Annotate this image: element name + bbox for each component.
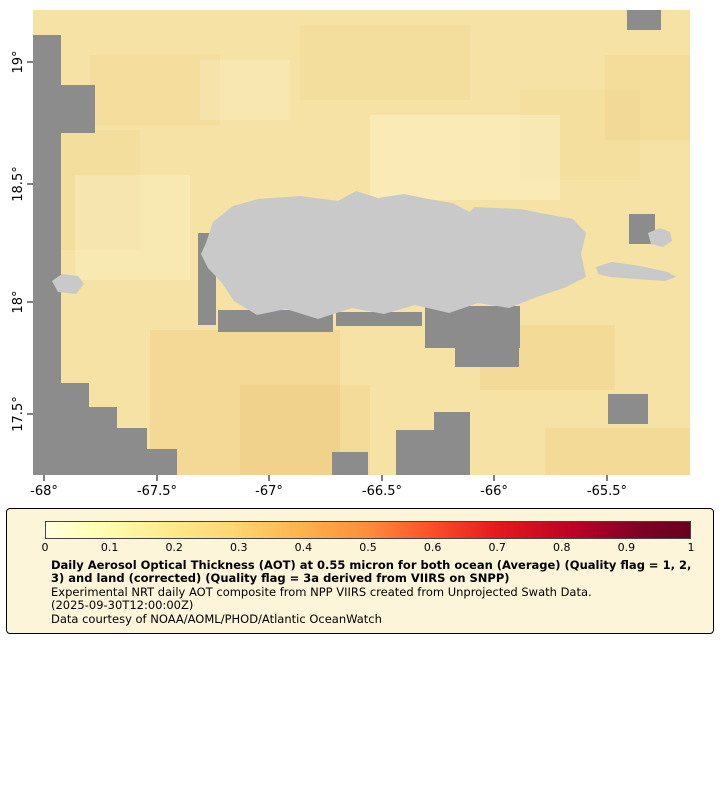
aot-map: -68° -67.5° -67° -66.5° -66° -65.5° 19° 18.5° 18… bbox=[11, 10, 690, 499]
y-tick-label: 18.5° bbox=[11, 166, 26, 201]
aot-texture-patch bbox=[300, 25, 470, 100]
colorbar-tick-label: 1 bbox=[687, 541, 695, 554]
nodata-patch bbox=[61, 383, 89, 475]
island-vieques bbox=[596, 262, 676, 281]
legend-subtitle: Experimental NRT daily AOT composite fro… bbox=[51, 584, 592, 599]
colorbar-tick-label: 0.9 bbox=[617, 541, 636, 554]
aot-texture-patch bbox=[75, 175, 190, 280]
legend-timestamp: (2025-09-30T12:00:00Z) bbox=[51, 598, 194, 613]
colorbar-tick-label: 0.8 bbox=[553, 541, 571, 554]
legend-title: Daily Aerosol Optical Thickness (AOT) at… bbox=[51, 558, 692, 586]
island-puerto-rico bbox=[201, 191, 586, 319]
colorbar-tick-label: 0.2 bbox=[165, 541, 183, 554]
colorbar-tick-label: 0.1 bbox=[100, 541, 119, 554]
x-tick-label: -67° bbox=[255, 484, 283, 499]
nodata-patch bbox=[455, 345, 519, 367]
y-tick-label: 18° bbox=[11, 290, 26, 313]
island-culebra bbox=[648, 228, 672, 247]
aot-texture-patch bbox=[60, 130, 140, 250]
legend-panel: 0 0.1 0.2 0.3 0.4 0.5 0.6 0.7 0.8 0.9 1 Daily Aero… bbox=[6, 508, 714, 634]
aot-texture-patch bbox=[605, 55, 690, 140]
nodata-patch bbox=[608, 394, 648, 424]
nodata-patch bbox=[425, 306, 520, 348]
colorbar bbox=[45, 521, 691, 539]
nodata-patch bbox=[332, 452, 368, 475]
nodata-patch bbox=[89, 407, 117, 475]
nodata-patch bbox=[117, 428, 147, 475]
colorbar-tick-label: 0.4 bbox=[294, 541, 313, 554]
nodata-patch bbox=[336, 312, 422, 326]
colorbar-tick-label: 0.3 bbox=[230, 541, 248, 554]
x-tick-label: -68° bbox=[30, 484, 58, 499]
colorbar-ticks: 0 0.1 0.2 0.3 0.4 0.5 0.6 0.7 0.8 0.9 1 bbox=[41, 541, 695, 555]
colorbar-tick-label: 0.6 bbox=[423, 541, 442, 554]
aot-texture-patch bbox=[370, 115, 560, 200]
x-tick-label: -67.5° bbox=[137, 484, 177, 499]
nodata-patch bbox=[396, 430, 470, 475]
nodata-patch bbox=[218, 310, 333, 332]
nodata-patch bbox=[627, 10, 661, 30]
colorbar-tick-label: 0 bbox=[41, 541, 49, 554]
nodata-patch bbox=[434, 412, 470, 432]
legend-text: Daily Aerosol Optical Thickness (AOT) at… bbox=[51, 558, 696, 626]
aot-texture-patch bbox=[90, 55, 220, 125]
colorbar-tick-label: 0.5 bbox=[359, 541, 377, 554]
colorbar-tick-label: 0.7 bbox=[488, 541, 506, 554]
nodata-patch bbox=[147, 449, 177, 475]
x-tick-label: -65.5° bbox=[587, 484, 627, 499]
nodata-patch bbox=[61, 85, 95, 133]
nodata-patch bbox=[33, 35, 61, 475]
y-tick-label: 19° bbox=[11, 50, 26, 73]
aot-texture-patch bbox=[520, 90, 640, 180]
aot-texture-patch bbox=[200, 60, 290, 120]
aot-texture-patch bbox=[150, 330, 340, 475]
aot-texture-patch bbox=[545, 428, 690, 475]
x-tick-label: -66° bbox=[480, 484, 508, 499]
x-tick-label: -66.5° bbox=[362, 484, 402, 499]
island-mona bbox=[52, 274, 84, 294]
legend-credit: Data courtesy of NOAA/AOML/PHOD/Atlantic… bbox=[51, 611, 382, 626]
y-tick-label: 17.5° bbox=[11, 396, 26, 431]
